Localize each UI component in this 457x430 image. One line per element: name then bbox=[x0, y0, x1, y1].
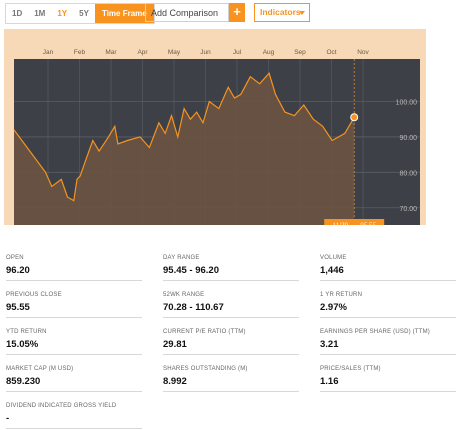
stat-item: YTD RETURN 15.05% bbox=[6, 329, 146, 355]
y-tick-label: 100.00 bbox=[396, 100, 418, 107]
stat-divider bbox=[163, 280, 299, 281]
timeframe-5y-button[interactable]: 5Y bbox=[79, 9, 89, 18]
price-chart-svg: Jan Feb Mar Apr May Jun Jul Aug Sep Oct Nov 100.00 9… bbox=[13, 49, 420, 226]
last-point-value: 95.55 bbox=[360, 222, 376, 226]
last-point-tag bbox=[324, 219, 385, 225]
x-tick-label: Jul bbox=[233, 49, 242, 56]
stat-value: 96.20 bbox=[6, 265, 30, 276]
y-tick-label: 90.00 bbox=[399, 135, 417, 142]
stat-divider bbox=[320, 280, 456, 281]
stat-label: PRICE/SALES (TTM) bbox=[320, 366, 381, 372]
add-comparison-input[interactable]: Add Comparison bbox=[145, 3, 229, 22]
price-chart[interactable]: Jan Feb Mar Apr May Jun Jul Aug Sep Oct Nov 100.00 9… bbox=[4, 29, 426, 225]
timeframe-group: 1D 1M 1Y 5Y Time Frame bbox=[5, 3, 155, 24]
stat-label: SHARES OUTSTANDING (M) bbox=[163, 366, 248, 372]
stat-value: 2.97% bbox=[320, 302, 347, 313]
stat-divider bbox=[6, 391, 142, 392]
stat-label: OPEN bbox=[6, 255, 24, 261]
x-tick-label: Nov bbox=[357, 49, 369, 56]
timeframe-1d-button[interactable]: 1D bbox=[12, 9, 23, 18]
time-frame-button[interactable]: Time Frame bbox=[94, 4, 154, 23]
stat-divider bbox=[163, 317, 299, 318]
stat-divider bbox=[320, 391, 456, 392]
stat-item: 1 YR RETURN 2.97% bbox=[320, 292, 457, 318]
stat-label: CURRENT P/E RATIO (TTM) bbox=[163, 329, 246, 335]
indicators-label: Indicators bbox=[260, 7, 301, 17]
stat-value: 1.16 bbox=[320, 376, 339, 387]
stat-divider bbox=[163, 391, 299, 392]
price-area bbox=[14, 73, 355, 225]
stat-label: VOLUME bbox=[320, 255, 347, 261]
stat-label: YTD RETURN bbox=[6, 329, 47, 335]
stat-item: PREVIOUS CLOSE 95.55 bbox=[6, 292, 146, 318]
y-tick-label: 70.00 bbox=[399, 206, 417, 213]
stat-divider bbox=[163, 354, 299, 355]
stat-value: 95.45 - 96.20 bbox=[163, 265, 219, 276]
stat-value: 70.28 - 110.67 bbox=[163, 302, 224, 313]
stat-value: 859.230 bbox=[6, 376, 41, 387]
x-tick-label: May bbox=[168, 49, 181, 56]
stat-item: DAY RANGE 95.45 - 96.20 bbox=[163, 255, 303, 281]
stat-divider bbox=[6, 428, 142, 429]
stat-divider bbox=[6, 317, 142, 318]
add-comparison-button[interactable]: + bbox=[229, 3, 245, 22]
stat-label: DIVIDEND INDICATED GROSS YIELD bbox=[6, 403, 117, 409]
stat-item: EARNINGS PER SHARE (USD) (TTM) 3.21 bbox=[320, 329, 457, 355]
x-tick-label: Feb bbox=[74, 49, 86, 56]
stat-item: 52WK RANGE 70.28 - 110.67 bbox=[163, 292, 303, 318]
stat-value: 1,446 bbox=[320, 265, 344, 276]
stat-value: 3.21 bbox=[320, 339, 339, 350]
stat-item: OPEN 96.20 bbox=[6, 255, 146, 281]
timeframe-1m-button[interactable]: 1M bbox=[34, 9, 46, 18]
stat-value: - bbox=[6, 413, 10, 424]
stat-divider bbox=[6, 280, 142, 281]
x-tick-label: Aug bbox=[263, 49, 275, 56]
stat-item: PRICE/SALES (TTM) 1.16 bbox=[320, 366, 457, 392]
last-point-marker bbox=[350, 113, 359, 122]
x-tick-label: Oct bbox=[326, 49, 336, 56]
price-line bbox=[13, 71, 355, 202]
stat-label: PREVIOUS CLOSE bbox=[6, 292, 62, 298]
stat-divider bbox=[320, 354, 456, 355]
stat-item: CURRENT P/E RATIO (TTM) 29.81 bbox=[163, 329, 303, 355]
stat-item: VOLUME 1,446 bbox=[320, 255, 457, 281]
stat-divider bbox=[320, 317, 456, 318]
x-tick-label: Mar bbox=[105, 49, 117, 56]
stat-value: 95.55 bbox=[6, 302, 30, 313]
chevron-down-icon bbox=[299, 11, 305, 15]
y-tick-label: 80.00 bbox=[399, 170, 417, 177]
stat-label: 52WK RANGE bbox=[163, 292, 205, 298]
x-tick-label: Sep bbox=[294, 49, 306, 56]
timeframe-1y-button[interactable]: 1Y bbox=[57, 9, 68, 18]
stat-value: 8.992 bbox=[163, 376, 187, 387]
stat-value: 15.05% bbox=[6, 339, 39, 350]
last-point-date: 11/29 bbox=[332, 222, 348, 226]
indicators-dropdown[interactable]: Indicators bbox=[254, 3, 310, 22]
stat-item: DIVIDEND INDICATED GROSS YIELD - bbox=[6, 403, 146, 429]
stat-label: DAY RANGE bbox=[163, 255, 200, 261]
stat-item: MARKET CAP (M USD) 859.230 bbox=[6, 366, 146, 392]
stat-label: EARNINGS PER SHARE (USD) (TTM) bbox=[320, 329, 431, 335]
stat-value: 29.81 bbox=[163, 339, 187, 350]
stat-item: SHARES OUTSTANDING (M) 8.992 bbox=[163, 366, 303, 392]
stat-label: 1 YR RETURN bbox=[320, 292, 363, 298]
chart-toolbar: 1D 1M 1Y 5Y Time Frame Add Comparison + … bbox=[0, 0, 457, 26]
stat-divider bbox=[6, 354, 142, 355]
x-tick-label: Jun bbox=[200, 49, 211, 56]
stat-label: MARKET CAP (M USD) bbox=[6, 366, 74, 372]
x-tick-label: Jan bbox=[43, 49, 54, 56]
x-tick-label: Apr bbox=[137, 49, 148, 56]
